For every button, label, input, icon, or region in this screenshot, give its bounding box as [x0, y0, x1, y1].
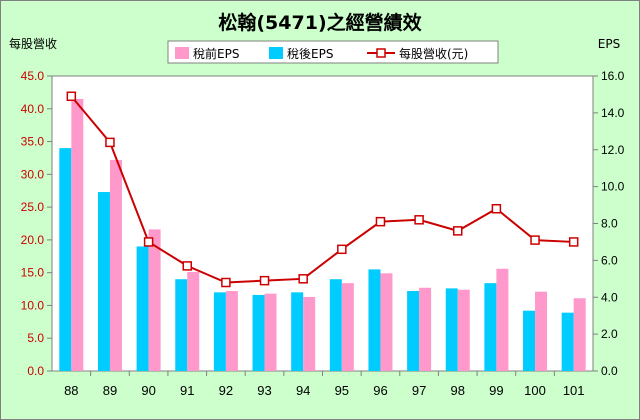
right-tick-label: 10.0 — [601, 180, 625, 194]
chart-marks: 0.0 5.0 10.0 15.0 20.0 25.0 30.0 35.0 40.0 45.0 0.… — [21, 69, 625, 398]
bar-after-tax-eps — [136, 246, 149, 371]
right-axis-title: EPS — [598, 37, 620, 51]
bar-after-tax-eps — [445, 288, 458, 371]
point-revenue-per-share — [414, 215, 424, 225]
bar-after-tax-eps — [484, 283, 497, 371]
left-tick-label: 35.0 — [21, 135, 45, 149]
point-revenue-per-share — [491, 204, 502, 214]
bar-after-tax-eps — [561, 312, 574, 371]
bar-after-tax-eps — [291, 292, 304, 371]
bar-after-tax-eps — [59, 148, 72, 371]
bar-pre-tax-eps — [264, 293, 277, 371]
bar-pre-tax-eps — [225, 291, 238, 371]
bar-pre-tax-eps — [148, 229, 161, 371]
bar-after-tax-eps — [97, 192, 110, 371]
bar-pre-tax-eps — [496, 268, 509, 371]
left-tick-label: 10.0 — [21, 298, 45, 312]
left-tick-label: 30.0 — [21, 167, 45, 181]
x-tick-label: 97 — [412, 383, 426, 398]
legend-label-revenue: 每股營收(元) — [399, 46, 468, 61]
point-revenue-per-share — [375, 216, 386, 227]
right-tick-label: 2.0 — [601, 327, 618, 341]
point-revenue-per-share — [66, 91, 77, 102]
bar-after-tax-eps — [523, 310, 536, 371]
x-tick-label: 99 — [489, 383, 503, 398]
legend-box — [167, 40, 499, 64]
x-tick-label: 94 — [296, 383, 310, 398]
bar-after-tax-eps — [175, 279, 188, 371]
left-tick-label: 5.0 — [27, 331, 44, 345]
bar-pre-tax-eps — [109, 159, 122, 371]
bar-pre-tax-eps — [535, 291, 548, 371]
line-revenue-per-share — [70, 95, 574, 284]
point-revenue-per-share — [105, 137, 115, 148]
bar-after-tax-eps — [213, 292, 226, 371]
legend-marker-revenue — [376, 48, 386, 58]
plot-area — [51, 75, 594, 372]
x-tick-label: 98 — [451, 383, 465, 398]
x-tick-label: 91 — [180, 383, 194, 398]
bar-after-tax-eps — [368, 269, 381, 371]
right-tick-label: 16.0 — [601, 69, 625, 83]
left-tick-label: 0.0 — [27, 364, 44, 378]
right-tick-label: 8.0 — [601, 217, 618, 231]
right-tick-label: 12.0 — [601, 143, 625, 157]
x-tick-label: 90 — [141, 383, 155, 398]
left-tick-label: 25.0 — [21, 200, 45, 214]
bar-after-tax-eps — [407, 291, 420, 371]
right-tick-label: 14.0 — [601, 106, 625, 120]
x-tick-label: 101 — [563, 383, 585, 398]
point-revenue-per-share — [143, 237, 154, 247]
x-tick-label: 89 — [103, 383, 117, 398]
left-axis-title: 每股營收 — [9, 36, 57, 51]
chart-title: 松翰(5471)之經營績效 — [218, 11, 421, 34]
right-tick-label: 4.0 — [601, 290, 618, 304]
left-tick-label: 40.0 — [21, 102, 45, 116]
point-revenue-per-share — [298, 274, 308, 284]
x-tick-label: 95 — [335, 383, 349, 398]
legend: 稅前EPS 稅後EPS 每股營收(元) — [167, 40, 499, 64]
legend-label-aftertax: 稅後EPS — [287, 47, 333, 61]
bar-after-tax-eps — [329, 279, 342, 371]
point-revenue-per-share — [259, 275, 270, 286]
left-tick-label: 45.0 — [21, 69, 45, 83]
right-tick-label: 6.0 — [601, 253, 618, 267]
x-tick-label: 88 — [64, 383, 78, 398]
bar-pre-tax-eps — [187, 272, 200, 371]
x-tick-label: 96 — [373, 383, 387, 398]
x-tick-label: 92 — [219, 383, 233, 398]
point-revenue-per-share — [221, 277, 231, 288]
legend-swatch-pretax — [175, 47, 189, 59]
bar-pre-tax-eps — [303, 296, 316, 371]
legend-label-pretax: 稅前EPS — [193, 46, 239, 61]
bar-pre-tax-eps — [573, 298, 586, 371]
x-tick-label: 100 — [524, 383, 546, 398]
right-tick-label: 0.0 — [601, 364, 618, 378]
x-tick-label: 93 — [257, 383, 271, 398]
bar-after-tax-eps — [252, 294, 265, 371]
bar-pre-tax-eps — [457, 289, 470, 371]
point-revenue-per-share — [530, 235, 540, 245]
bar-pre-tax-eps — [71, 98, 84, 371]
bar-pre-tax-eps — [341, 283, 354, 371]
point-revenue-per-share — [453, 226, 463, 236]
left-tick-label: 15.0 — [21, 266, 45, 280]
legend-swatch-aftertax — [269, 47, 283, 59]
bar-pre-tax-eps — [380, 273, 393, 371]
point-revenue-per-share — [182, 261, 192, 271]
bar-pre-tax-eps — [419, 287, 432, 371]
point-revenue-per-share — [568, 237, 579, 247]
point-revenue-per-share — [337, 244, 347, 255]
left-tick-label: 20.0 — [21, 233, 45, 247]
